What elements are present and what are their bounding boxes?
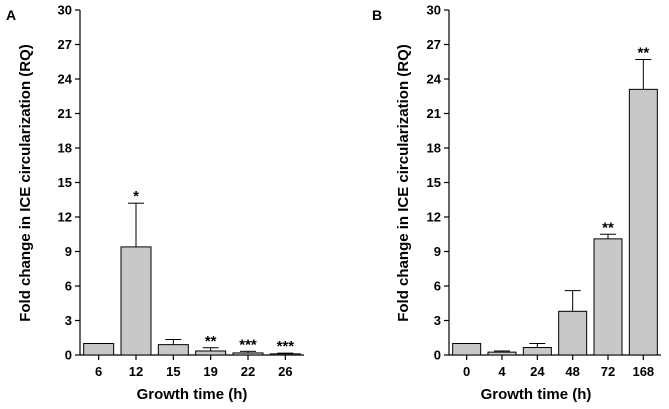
panel-a-y-tick-label: 21 (58, 106, 72, 121)
panel-a-x-tick-label: 26 (278, 364, 292, 379)
panel-b-y-tick-label: 18 (427, 141, 441, 156)
panel-b-y-tick-label: 30 (427, 3, 441, 18)
panel-b-x-tick-label: 4 (498, 364, 506, 379)
panel-a-significance-marker: ** (205, 333, 217, 350)
panel-b-y-tick-label: 24 (427, 72, 442, 87)
panel-a-significance-marker: * (133, 188, 139, 205)
panel-a-y-tick-label: 27 (58, 37, 72, 52)
chart-figure: A Fold change in ICE circularization (RQ… (0, 0, 669, 409)
panel-a-bar (196, 351, 226, 355)
panel-a-x-tick-label: 22 (241, 364, 255, 379)
panel-b-label: B (372, 7, 382, 23)
panel-b-bar (523, 348, 551, 355)
panel-a-bar (158, 345, 188, 355)
panel-b-significance-marker: ** (637, 44, 649, 61)
panel-a-y-tick-label: 24 (58, 72, 73, 87)
panel-b-bar (488, 352, 516, 355)
panel-b-bar (453, 344, 481, 356)
panel-a-x-tick-label: 6 (95, 364, 102, 379)
panel-b-x-tick-label: 72 (601, 364, 615, 379)
panel-a-y-tick-label: 15 (58, 175, 72, 190)
panel-a-x-axis-title: Growth time (h) (137, 386, 248, 403)
panel-a-y-tick-label: 18 (58, 141, 72, 156)
panel-a-bar (121, 247, 151, 355)
panel-a-y-tick-label: 30 (58, 3, 72, 18)
panel-a-y-tick-label: 12 (58, 210, 72, 225)
panel-b-y-tick-label: 3 (434, 313, 441, 328)
panel-b-y-tick-label: 27 (427, 37, 441, 52)
panel-b-y-axis-title: Fold change in ICE circularization (RQ) (395, 44, 412, 322)
panel-b-x-tick-label: 0 (463, 364, 470, 379)
panel-a-y-tick-label: 0 (65, 348, 72, 363)
panel-b-y-tick-label: 15 (427, 175, 441, 190)
panel-b-y-tick-label: 12 (427, 210, 441, 225)
panel-b-significance-marker: ** (602, 219, 614, 236)
panel-b-bar (559, 311, 587, 355)
panel-a-x-tick-label: 12 (129, 364, 143, 379)
panel-b-y-tick-label: 21 (427, 106, 441, 121)
panel-b-x-axis-title: Growth time (h) (481, 386, 592, 403)
panel-b-x-tick-label: 168 (632, 364, 654, 379)
panel-a: A Fold change in ICE circularization (RQ… (6, 3, 304, 404)
panel-a-y-tick-label: 6 (65, 279, 72, 294)
panel-b: B Fold change in ICE circularization (RQ… (372, 3, 661, 404)
panel-a-y-tick-label: 3 (65, 313, 72, 328)
panel-b-x-tick-label: 48 (565, 364, 579, 379)
panel-b-y-tick-label: 9 (434, 244, 441, 259)
panel-b-y-tick-label: 0 (434, 348, 441, 363)
panel-b-x-tick-label: 24 (530, 364, 545, 379)
panel-a-label: A (6, 7, 16, 23)
panel-a-significance-marker: *** (239, 336, 257, 353)
panel-b-bar (629, 89, 657, 355)
panel-a-significance-marker: *** (277, 338, 295, 355)
panel-a-y-tick-label: 9 (65, 244, 72, 259)
panel-b-y-tick-label: 6 (434, 279, 441, 294)
panel-a-x-tick-label: 15 (166, 364, 180, 379)
panel-a-x-tick-label: 19 (203, 364, 217, 379)
panel-a-y-axis-title: Fold change in ICE circularization (RQ) (17, 44, 34, 322)
panel-b-bar (594, 239, 622, 355)
panel-a-bar (84, 344, 114, 356)
